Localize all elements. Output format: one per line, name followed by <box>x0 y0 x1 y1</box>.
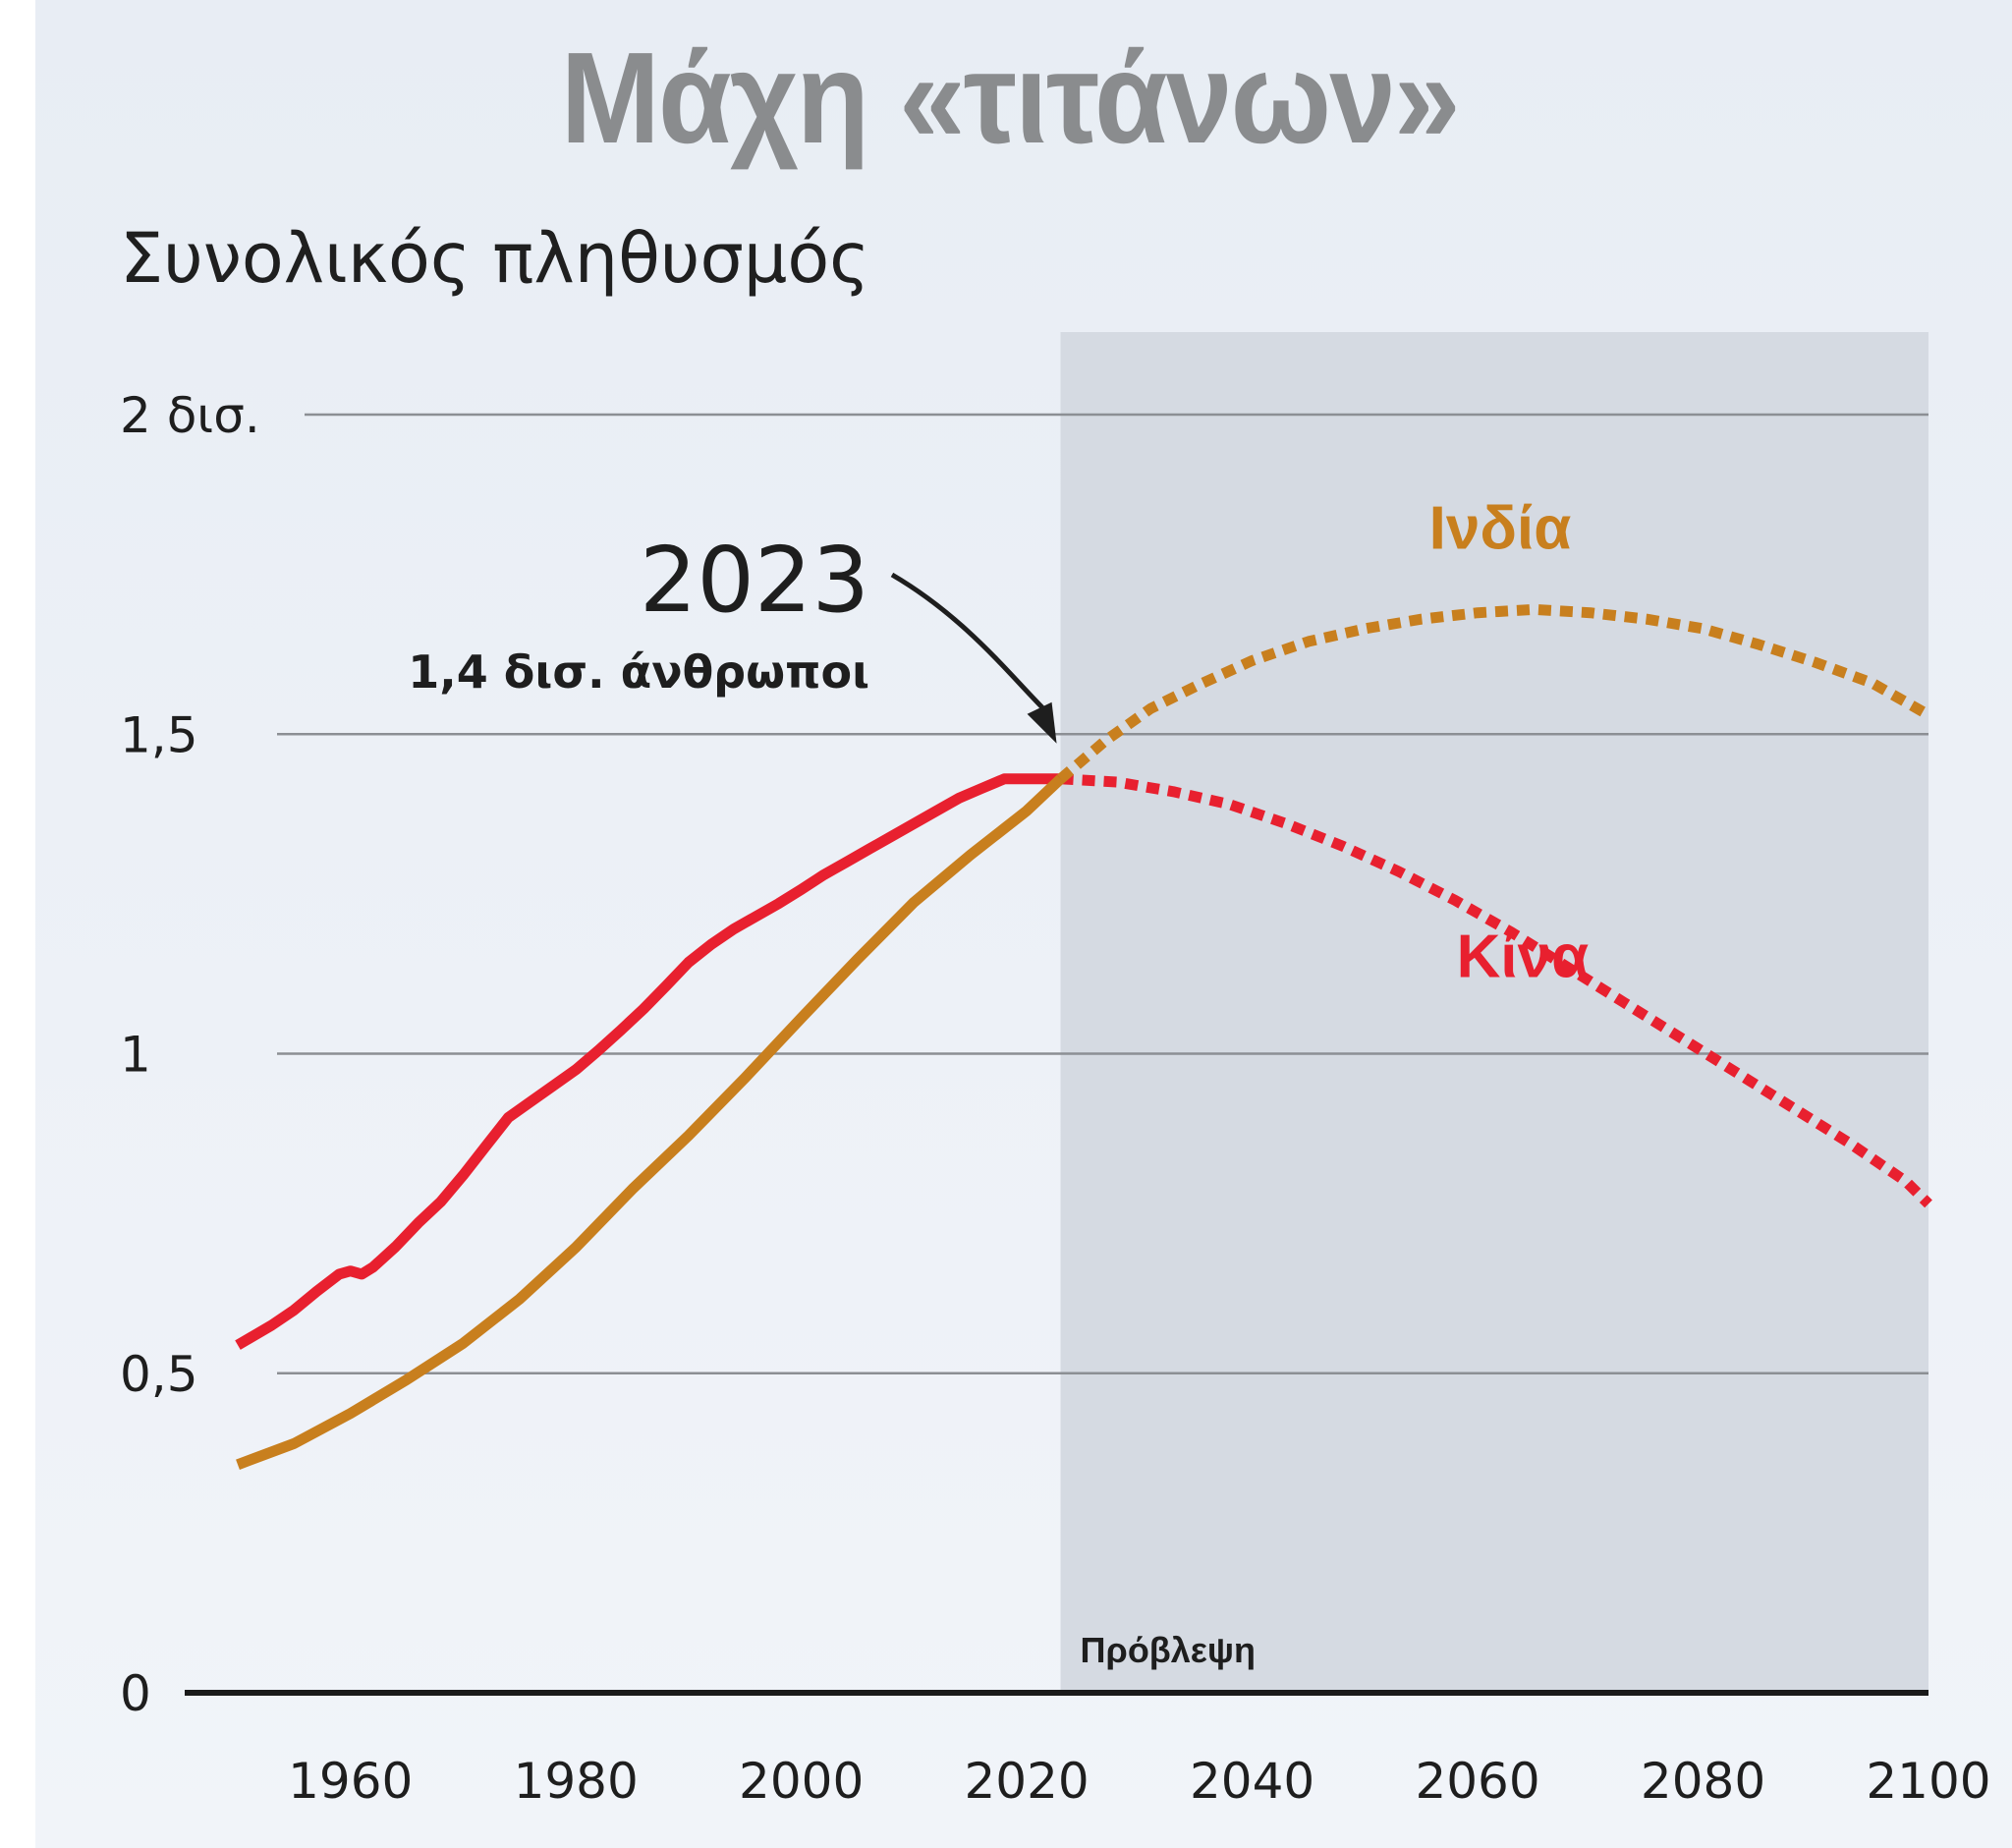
annotation-2023: 2023 1,4 δισ. άνθρωποι <box>408 528 1057 744</box>
x-tick-label: 2040 <box>1190 1753 1314 1810</box>
y-tick-label: 0,5 <box>120 1346 198 1403</box>
x-tick-label: 1960 <box>288 1753 413 1810</box>
x-tick-label: 2060 <box>1415 1753 1539 1810</box>
series-label-china: Κίνα <box>1457 923 1590 990</box>
series-line-india-historical <box>236 774 1065 1470</box>
y-tick-label: 2 δισ. <box>120 387 260 444</box>
forecast-label: Πρόβλεψη <box>1081 1630 1256 1670</box>
series-line-china-forecast <box>1060 773 1932 1208</box>
series-labels: Κίνα Ινδία <box>1429 495 1590 991</box>
x-tick-label: 1980 <box>514 1753 639 1810</box>
chart-subtitle: Συνολικός πληθυσμός <box>120 218 870 299</box>
gridlines <box>277 413 1928 1374</box>
annotation-arrowhead <box>1027 701 1057 744</box>
annotation-year: 2023 <box>640 528 869 633</box>
x-tick-label: 2020 <box>965 1753 1090 1810</box>
x-axis-ticks: 1960 1980 2000 2020 2040 2060 2080 2100 <box>288 1753 1991 1810</box>
x-tick-label: 2000 <box>739 1753 864 1810</box>
chart-title: Μάχη «τιτάνων» <box>560 26 1461 170</box>
y-tick-label: 0 <box>120 1665 151 1722</box>
annotation-text: 1,4 δισ. άνθρωποι <box>408 645 869 699</box>
series-label-india: Ινδία <box>1429 495 1572 563</box>
series-lines <box>235 603 1932 1470</box>
series-line-china-historical <box>235 773 1061 1350</box>
annotation-arrow <box>890 572 1051 716</box>
x-tick-label: 2100 <box>1866 1753 1990 1810</box>
forecast-region <box>1060 332 1928 1693</box>
series-line-india-forecast <box>1057 603 1931 783</box>
y-axis-ticks: 0 0,5 1 1,5 2 δισ. <box>120 387 260 1722</box>
x-tick-label: 2080 <box>1641 1753 1765 1810</box>
y-tick-label: 1 <box>120 1027 151 1084</box>
y-tick-label: 1,5 <box>120 706 198 763</box>
